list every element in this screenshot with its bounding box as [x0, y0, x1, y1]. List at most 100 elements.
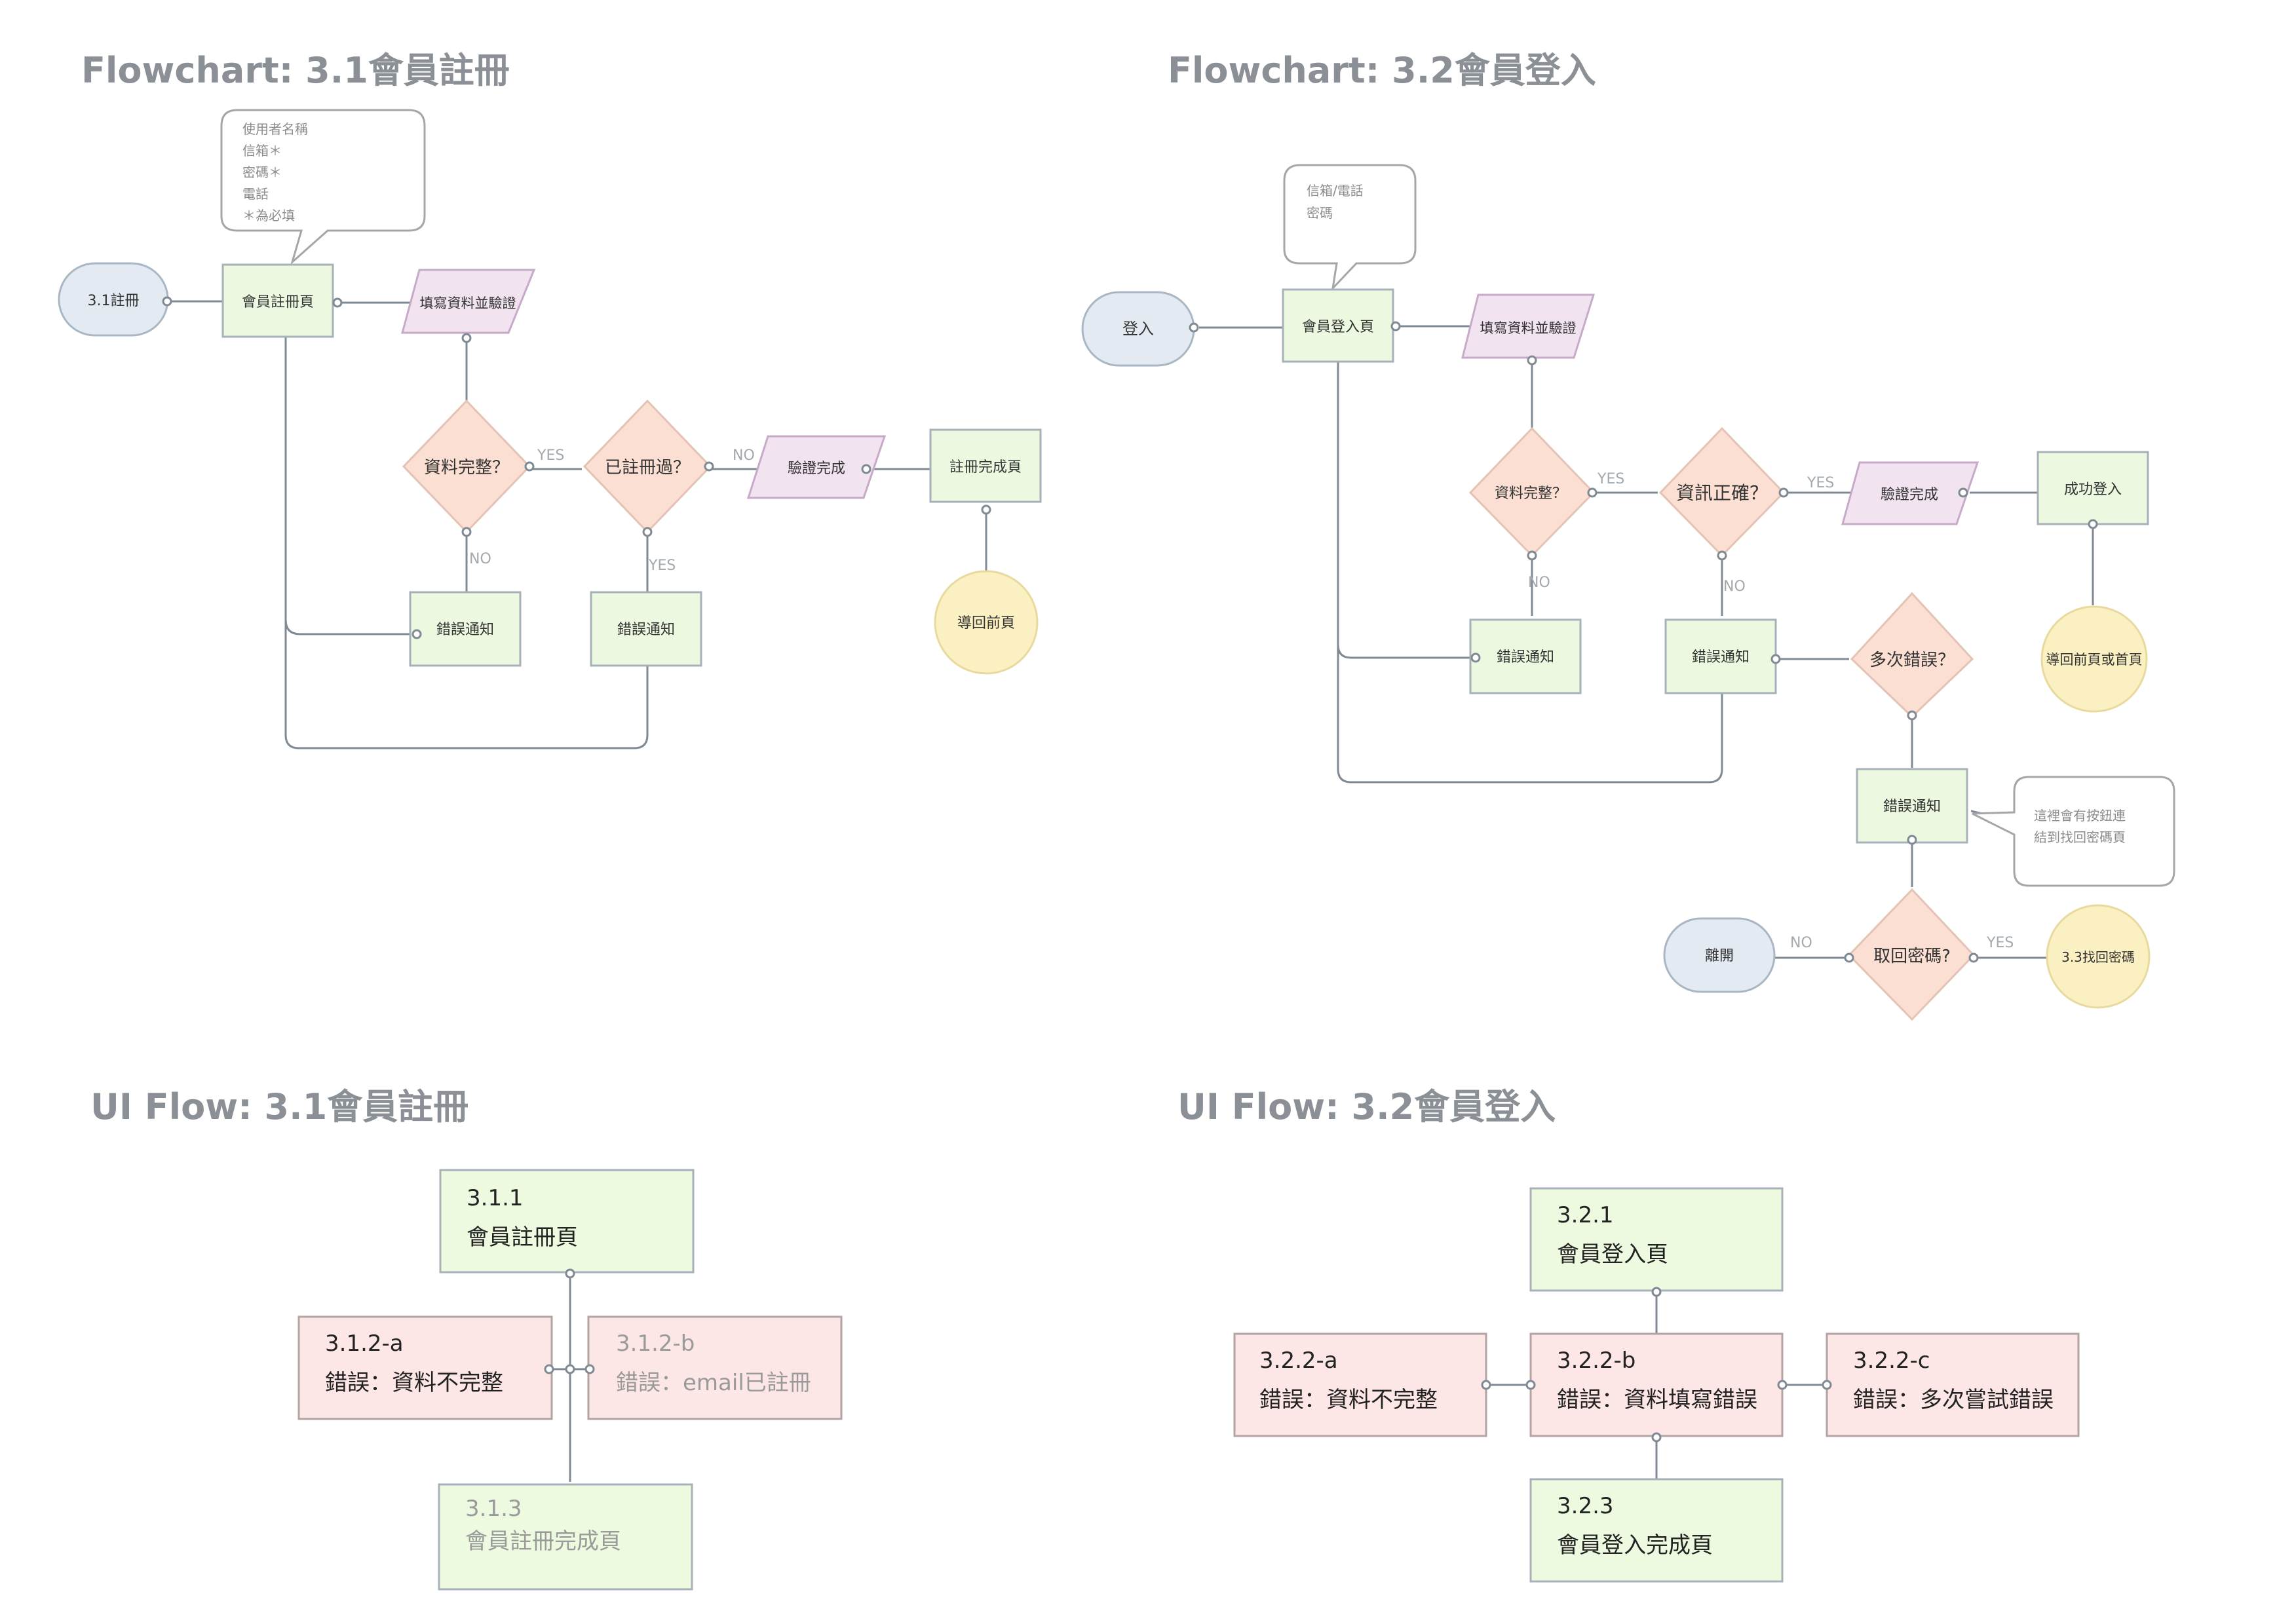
connection-dot	[1778, 487, 1789, 498]
note-line: 這裡會有按鈕連	[2034, 808, 2126, 823]
connection-dot	[1527, 355, 1537, 366]
yes-label: YES	[537, 447, 564, 464]
login-success-label: 成功登入	[2064, 482, 2122, 498]
uiflow-register: 3.1.1 會員註冊頁 3.1.2-a 錯誤：資料不完整 3.1.2-b 錯誤：…	[297, 1169, 843, 1591]
fill-and-verify-label: 填寫資料並驗證	[420, 295, 516, 311]
screen-code: 3.1.3	[465, 1496, 522, 1522]
error-notice-label: 錯誤通知	[617, 622, 675, 638]
leave-terminal	[1663, 917, 1776, 993]
no-label: NO	[469, 551, 491, 567]
no-label: NO	[1790, 935, 1812, 951]
connection-dot	[565, 1364, 575, 1374]
screen-code: 3.1.2-b	[616, 1331, 695, 1357]
data-complete-label: 資料完整？	[424, 458, 509, 478]
error-notice-label: 錯誤通知	[1497, 649, 1554, 666]
back-to-previous-label: 導回前頁	[957, 615, 1015, 632]
note-line: 結到找回密碼頁	[2034, 829, 2126, 845]
note-line: 密碼	[1307, 205, 1333, 221]
login-page-label: 會員登入頁	[1302, 319, 1374, 335]
flowchart-register: 使用者名稱 信箱＊ 密碼＊ 電話 ＊為必填 3.1註冊 會員註冊頁 填寫資料並驗…	[58, 109, 1042, 749]
connector	[1337, 359, 1723, 784]
connection-dot	[162, 296, 172, 307]
note-line: ＊為必填	[242, 208, 295, 223]
screen-code: 3.2.1	[1557, 1202, 1614, 1228]
connection-dot	[1844, 953, 1854, 963]
connection-dot	[332, 297, 343, 308]
screen-error-multiple-attempts	[1826, 1332, 2080, 1437]
error-notice-node	[1469, 618, 1582, 694]
start-label: 3.1註冊	[88, 293, 140, 309]
screen-name: 會員登入頁	[1557, 1241, 1668, 1268]
screen-code: 3.1.2-a	[325, 1331, 404, 1357]
connection-dot	[524, 461, 535, 472]
connector	[1337, 359, 1476, 659]
no-label: NO	[733, 447, 755, 464]
error-notice-node	[1664, 618, 1777, 694]
connection-dot	[411, 629, 422, 639]
connection-dot	[981, 504, 991, 515]
fill-and-verify-label: 填寫資料並驗證	[1480, 320, 1577, 336]
uiflow-login-title: UI Flow: 3.2會員登入	[1177, 1086, 1556, 1127]
connection-dot	[1770, 654, 1781, 664]
connection-dot	[584, 1364, 595, 1374]
connection-dot	[1968, 953, 1979, 963]
connection-dot	[704, 461, 714, 472]
error-notice-label: 錯誤通知	[1883, 799, 1941, 815]
yes-label: YES	[648, 557, 676, 574]
recover-password-decision	[1847, 888, 1976, 1021]
connection-dot	[1651, 1287, 1662, 1297]
login-success-node	[2037, 451, 2149, 525]
screen-name: 錯誤：資料不完整	[325, 1370, 503, 1396]
login-page-node	[1282, 288, 1394, 363]
no-label: NO	[1723, 578, 1746, 595]
register-page-label: 會員註冊頁	[242, 294, 314, 311]
back-to-previous-endpoint	[934, 570, 1039, 675]
connector	[284, 337, 649, 749]
error-notice-node	[590, 591, 702, 667]
register-done-page-node	[929, 428, 1042, 503]
yes-label: YES	[1807, 475, 1834, 491]
connection-dot	[1651, 1432, 1662, 1443]
find-password-label: 3.3找回密碼	[2061, 949, 2135, 965]
flowchart-register-title: Flowchart: 3.1會員註冊	[81, 50, 510, 91]
screen-error-incomplete	[1233, 1332, 1487, 1437]
screen-login-done	[1529, 1478, 1784, 1583]
login-start-label: 登入	[1122, 320, 1154, 338]
connection-dot	[1390, 321, 1401, 331]
note-line: 密碼＊	[242, 164, 282, 180]
connection-dot	[1777, 1380, 1788, 1390]
register-done-page-label: 註冊完成頁	[949, 459, 1022, 476]
screen-code: 3.2.2-b	[1557, 1348, 1636, 1374]
note-line: 使用者名稱	[242, 121, 308, 137]
connection-dot	[1822, 1380, 1832, 1390]
connection-dot	[1587, 487, 1598, 498]
recovery-button-note-callout	[1972, 776, 2175, 887]
flowchart-login: 信箱/電話 密碼 登入 會員登入頁 填寫資料並驗證 資料完整？ 資訊正確？ 驗證…	[1081, 164, 2175, 1021]
back-previous-or-home-label: 導回前頁或首頁	[2046, 652, 2143, 668]
already-registered-label: 已註冊過？	[605, 458, 690, 478]
screen-name: 會員註冊完成頁	[465, 1528, 621, 1555]
connection-dot	[1958, 487, 1968, 498]
connection-dot	[642, 527, 653, 537]
note-line: 信箱＊	[242, 143, 282, 159]
screen-register-done	[438, 1483, 693, 1591]
find-password-endpoint	[2046, 904, 2151, 1009]
screen-login-page	[1529, 1187, 1784, 1292]
uiflow-register-title: UI Flow: 3.1會員註冊	[90, 1086, 469, 1127]
yes-label: YES	[1986, 935, 2014, 951]
connection-dot	[565, 1268, 575, 1279]
verify-done-io	[746, 435, 887, 499]
note-line: 信箱/電話	[1307, 183, 1364, 198]
screen-name: 錯誤：email已註冊	[616, 1370, 811, 1396]
fill-and-verify-io	[401, 269, 536, 334]
note-line: 電話	[242, 186, 269, 202]
connection-dot	[1189, 322, 1199, 333]
connection-dot	[461, 527, 472, 537]
screen-name: 錯誤：資料填寫錯誤	[1557, 1387, 1757, 1413]
connection-dot	[1907, 710, 1917, 721]
flowchart-login-title: Flowchart: 3.2會員登入	[1168, 50, 1596, 91]
screen-register-page	[439, 1169, 695, 1274]
verify-done-io	[1841, 461, 1980, 525]
register-page-node	[221, 263, 334, 338]
